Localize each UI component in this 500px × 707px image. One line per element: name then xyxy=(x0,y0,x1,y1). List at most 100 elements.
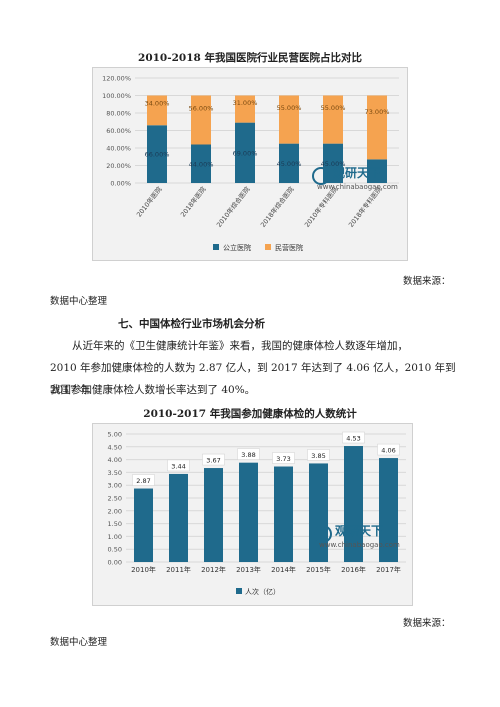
y-tick-label: 0.00% xyxy=(110,180,131,188)
chart2-frame: 0.00 0.50 1.00 1.50 2.00 2.50 3.00 3.50 4.00 4.50… xyxy=(92,423,413,606)
data-label-public: 45.00% xyxy=(277,160,302,168)
y-tick-label: 100.00% xyxy=(102,92,131,100)
y-tick-label: 2.00 xyxy=(108,507,122,515)
watermark-brand: 观研天下 xyxy=(333,166,381,180)
x-tick-label: 2010年医院 xyxy=(134,184,164,218)
data-label-public: 66.00% xyxy=(145,151,170,159)
bar xyxy=(379,458,398,562)
x-tick-label: 2014年 xyxy=(271,565,296,574)
bar-private xyxy=(235,95,255,123)
bar xyxy=(309,463,328,562)
data-label-box xyxy=(342,431,365,444)
watermark-logo: 观研天下 www.chinabaogao.com xyxy=(312,166,398,191)
data-label-box xyxy=(202,453,225,466)
x-tick-label: 2012年 xyxy=(201,565,226,574)
bar-public xyxy=(191,144,211,183)
y-tick-label: 0.50 xyxy=(108,546,122,554)
paragraph-line-1: 从近年来的《卫生健康统计年鉴》来看，我国的健康体检人数逐年增加， xyxy=(72,340,408,352)
data-label: 3.67 xyxy=(206,457,220,465)
y-tick-label: 4.00 xyxy=(108,456,122,464)
data-label: 3.44 xyxy=(171,462,185,470)
y-tick-label: 40.00% xyxy=(106,145,131,153)
data-label-private: 56.00% xyxy=(189,104,214,112)
chart1-source-org: 数据中心整理 xyxy=(50,296,108,307)
chart1-title: 2010-2018 年我国医院行业民营医院占比对比 xyxy=(138,52,362,64)
bar-public xyxy=(279,143,299,183)
chart2-source-label: 数据来源： xyxy=(403,618,451,629)
paragraph-line-3: 我国参加健康体检人数增长率达到了 40%。 xyxy=(50,384,256,396)
x-tick-label: 2015年 xyxy=(306,565,331,574)
data-label-box xyxy=(132,474,155,486)
watermark-logo: 观研天下 www.chinabaogao.com xyxy=(314,524,400,549)
paragraph-line-2: 2010 年参加健康体检的人数为 2.87 亿人，到 2017 年达到了 4.0… xyxy=(50,362,456,396)
chart2-svg: 0.00 0.50 1.00 1.50 2.00 2.50 3.00 3.50 4.00 4.50… xyxy=(108,431,406,596)
y-tick-label: 3.50 xyxy=(108,469,122,477)
bar-private xyxy=(147,95,167,126)
data-label-private: 55.00% xyxy=(277,104,302,112)
bar xyxy=(134,488,153,562)
bar-public xyxy=(147,125,167,183)
data-label: 3.88 xyxy=(241,451,255,459)
y-tick-label: 4.50 xyxy=(108,443,122,451)
y-tick-label: 120.00% xyxy=(102,75,131,83)
bar-private xyxy=(367,95,387,160)
x-tick-label: 2010年综合医院 xyxy=(214,184,252,229)
data-label: 4.06 xyxy=(381,447,395,455)
chart2-title: 2010-2017 年我国参加健康体检的人数统计 xyxy=(143,408,357,420)
bar xyxy=(239,462,258,562)
legend-label-public: 公立医院 xyxy=(223,243,251,252)
section-heading: 七、中国体检行业市场机会分析 xyxy=(118,318,265,330)
chart1-frame: 0.00% 20.00% 40.00% 60.00% 80.00% 100.00% 120.… xyxy=(92,67,408,261)
data-label-private: 73.00% xyxy=(365,108,390,116)
x-tick-label: 2018年医院 xyxy=(178,184,208,218)
data-label-public: 44.00% xyxy=(189,160,214,168)
data-label-box xyxy=(272,452,295,464)
bar-public xyxy=(235,122,255,183)
legend-label-private: 民营医院 xyxy=(275,243,303,252)
y-tick-label: 5.00 xyxy=(108,431,122,439)
bar xyxy=(169,473,188,562)
data-label: 3.73 xyxy=(276,455,290,463)
y-tick-label: 0.00 xyxy=(108,559,122,567)
x-tick-label: 2017年 xyxy=(376,565,401,574)
data-label-private: 31.00% xyxy=(233,99,258,107)
legend-swatch-private xyxy=(265,244,271,250)
data-label-public: 69.00% xyxy=(233,149,258,157)
data-label: 4.53 xyxy=(346,435,360,443)
data-label: 3.85 xyxy=(311,452,325,460)
y-tick-label: 20.00% xyxy=(106,162,131,170)
x-tick-label: 2011年 xyxy=(166,565,191,574)
y-tick-label: 1.00 xyxy=(108,533,122,541)
legend-label: 人次（亿） xyxy=(245,587,280,596)
chart2-source-org: 数据中心整理 xyxy=(50,637,108,648)
x-tick-label: 2018年综合医院 xyxy=(258,184,296,229)
bar xyxy=(204,468,223,562)
data-label-public: 45.00% xyxy=(321,160,346,168)
y-tick-label: 60.00% xyxy=(106,127,131,135)
data-label-private: 34.00% xyxy=(145,99,170,107)
chart1-source-label: 数据来源： xyxy=(403,276,451,287)
legend-swatch xyxy=(236,588,242,594)
bar-private xyxy=(191,95,211,145)
chart1-svg: 0.00% 20.00% 40.00% 60.00% 80.00% 100.00% 120.… xyxy=(102,75,399,252)
bar-private xyxy=(279,95,299,144)
y-tick-label: 1.50 xyxy=(108,520,122,528)
watermark-url: www.chinabaogao.com xyxy=(319,541,400,549)
watermark-icon xyxy=(314,525,332,543)
x-tick-label: 2010年 xyxy=(131,565,156,574)
bar-public xyxy=(367,159,387,183)
data-label: 2.87 xyxy=(136,477,150,485)
legend-swatch-public xyxy=(213,244,219,250)
data-label-private: 55.00% xyxy=(321,104,346,112)
bar xyxy=(274,466,293,562)
data-label-box xyxy=(237,448,260,460)
watermark-url: www.chinabaogao.com xyxy=(317,183,398,191)
bar-private xyxy=(323,95,343,144)
watermark-brand: 观研天下 xyxy=(335,524,383,538)
x-tick-label: 2016年 xyxy=(341,565,366,574)
watermark-icon xyxy=(312,167,330,185)
y-tick-label: 80.00% xyxy=(106,110,131,118)
data-label-box xyxy=(307,449,330,461)
x-tick-label: 2013年 xyxy=(236,565,261,574)
data-label-box xyxy=(167,459,190,472)
